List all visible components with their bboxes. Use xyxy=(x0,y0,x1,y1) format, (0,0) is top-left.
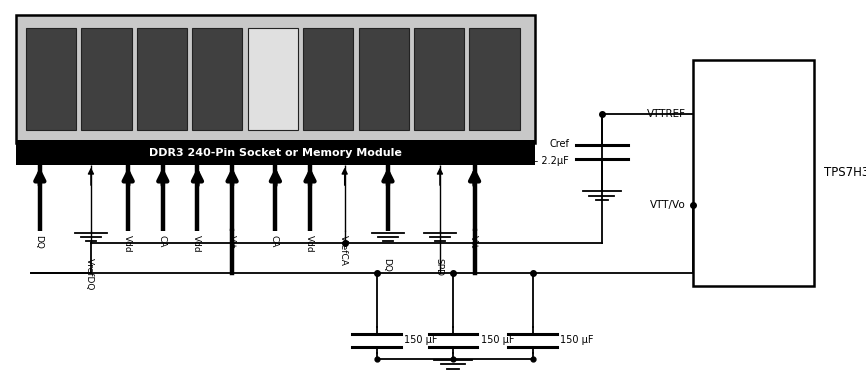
Text: DQ: DQ xyxy=(383,258,391,271)
Text: DDR3 240-Pin Socket or Memory Module: DDR3 240-Pin Socket or Memory Module xyxy=(149,148,402,158)
Bar xyxy=(16,15,535,143)
Bar xyxy=(26,28,76,130)
Text: DQ: DQ xyxy=(35,235,43,249)
Text: Vtt: Vtt xyxy=(227,235,236,249)
Text: Vdd: Vdd xyxy=(192,235,201,253)
Bar xyxy=(359,28,409,130)
Bar xyxy=(137,28,187,130)
Text: TPS7H3301-SP: TPS7H3301-SP xyxy=(824,167,866,179)
Bar xyxy=(469,28,520,130)
Text: 150 μF: 150 μF xyxy=(404,335,438,345)
Text: VTT/Vo: VTT/Vo xyxy=(650,200,686,209)
Text: Vdd: Vdd xyxy=(123,235,132,253)
Text: VTTREF: VTTREF xyxy=(647,109,686,119)
Text: 0.1 – 2.2μF: 0.1 – 2.2μF xyxy=(515,156,569,166)
Text: 150 μF: 150 μF xyxy=(560,335,594,345)
Text: 150 μF: 150 μF xyxy=(481,335,514,345)
Text: CA: CA xyxy=(270,235,279,247)
Bar xyxy=(192,28,242,130)
Text: VrefCA: VrefCA xyxy=(339,235,348,266)
Bar xyxy=(81,28,132,130)
Text: VrefDQ: VrefDQ xyxy=(86,258,94,290)
Bar xyxy=(248,28,298,130)
Text: SPD: SPD xyxy=(435,258,443,276)
Bar xyxy=(303,28,353,130)
Text: Vdd: Vdd xyxy=(305,235,313,253)
Text: CA: CA xyxy=(158,235,166,247)
Bar xyxy=(16,140,535,165)
Text: Vtt: Vtt xyxy=(469,235,478,249)
Text: Cref: Cref xyxy=(549,139,569,149)
Bar xyxy=(414,28,464,130)
Bar xyxy=(693,60,814,286)
